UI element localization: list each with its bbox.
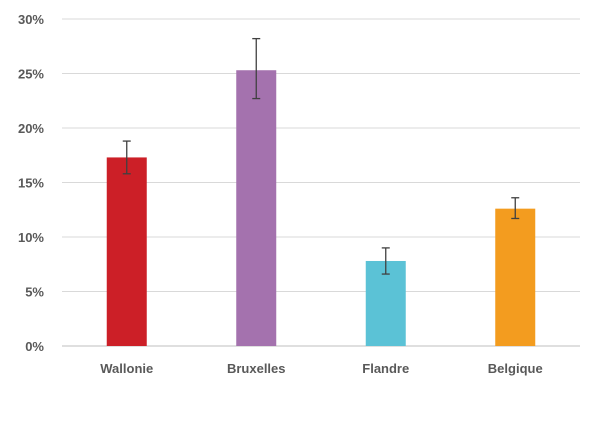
category-label-flandre: Flandre xyxy=(362,361,409,376)
error-bar-belgique xyxy=(511,197,520,220)
error-bar-wallonie xyxy=(122,140,131,175)
y-tick-label: 25% xyxy=(18,67,44,82)
error-bar-flandre xyxy=(381,247,390,275)
bar-wallonie xyxy=(106,157,147,346)
category-label-belgique: Belgique xyxy=(488,361,543,376)
bar-belgique xyxy=(495,208,536,346)
error-bars xyxy=(122,37,520,275)
y-tick-label: 0% xyxy=(25,339,44,354)
y-axis-tick-labels: 0% 5% 10% 15% 20% 25% 30% xyxy=(18,12,44,354)
bars xyxy=(106,70,536,346)
error-bar-bruxelles xyxy=(252,37,261,100)
y-tick-label: 15% xyxy=(18,176,44,191)
y-tick-label: 20% xyxy=(18,121,44,136)
y-tick-label: 5% xyxy=(25,285,44,300)
x-axis-category-labels: Wallonie Bruxelles Flandre Belgique xyxy=(100,361,542,376)
y-tick-label: 30% xyxy=(18,12,44,27)
y-tick-label: 10% xyxy=(18,230,44,245)
bar-bruxelles xyxy=(236,70,277,346)
category-label-bruxelles: Bruxelles xyxy=(227,361,286,376)
category-label-wallonie: Wallonie xyxy=(100,361,153,376)
bar-flandre xyxy=(365,260,406,346)
gridlines xyxy=(62,18,580,347)
